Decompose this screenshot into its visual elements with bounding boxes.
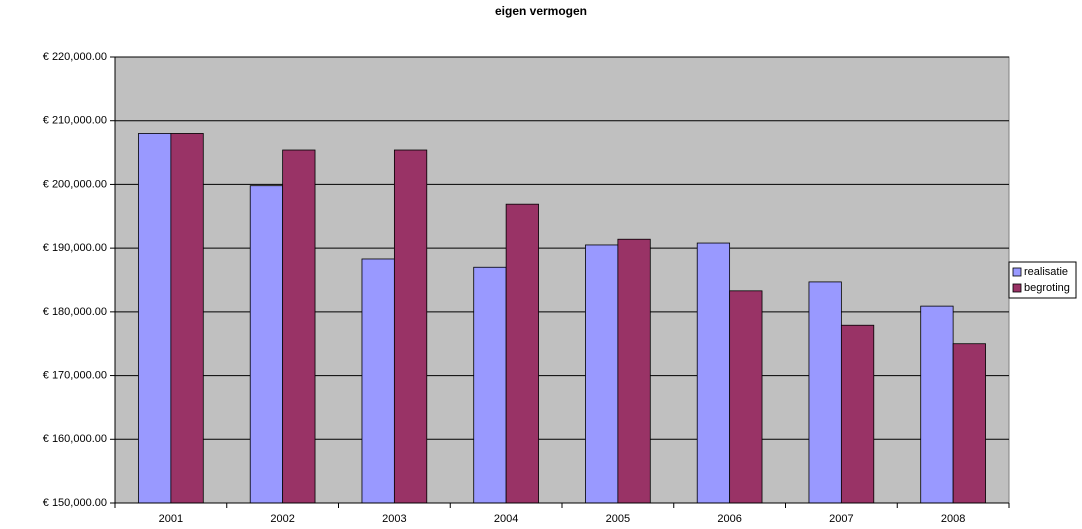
x-tick-label: 2001	[159, 513, 183, 525]
bar	[729, 290, 763, 504]
y-tick-label: € 170,000.00	[43, 369, 107, 381]
y-tick-label: € 190,000.00	[43, 242, 107, 254]
bar	[138, 133, 172, 504]
bar	[282, 149, 316, 504]
bar	[808, 281, 842, 504]
x-tick-label: 2007	[829, 513, 853, 525]
bar	[585, 244, 619, 504]
bar	[840, 324, 875, 504]
bar	[696, 242, 731, 504]
x-tick-label: 2006	[717, 513, 741, 525]
legend-swatch	[1012, 267, 1022, 277]
bar	[393, 149, 428, 504]
y-tick-label: € 210,000.00	[43, 115, 107, 127]
x-tick-label: 2003	[382, 513, 406, 525]
y-tick-label: € 200,000.00	[43, 178, 107, 190]
chart-title: eigen vermogen	[495, 4, 587, 18]
x-tick-label: 2002	[270, 513, 294, 525]
bar	[170, 133, 204, 504]
bar	[920, 305, 954, 504]
y-tick-label: € 180,000.00	[43, 306, 107, 318]
y-tick-label: € 150,000.00	[43, 497, 107, 509]
bar	[249, 185, 284, 504]
legend-swatch	[1012, 283, 1022, 293]
bar	[952, 343, 986, 504]
y-tick-label: € 160,000.00	[43, 433, 107, 445]
legend-label: realisatie	[1024, 266, 1068, 278]
x-tick-label: 2008	[941, 513, 965, 525]
bar	[473, 266, 507, 504]
plot-area	[114, 56, 1010, 504]
y-tick-label: € 220,000.00	[43, 51, 107, 63]
bar	[617, 238, 651, 504]
x-tick-label: 2005	[606, 513, 630, 525]
x-tick-label: 2004	[494, 513, 518, 525]
bar	[505, 203, 539, 504]
bar	[361, 258, 395, 504]
legend-label: begroting	[1024, 282, 1070, 294]
